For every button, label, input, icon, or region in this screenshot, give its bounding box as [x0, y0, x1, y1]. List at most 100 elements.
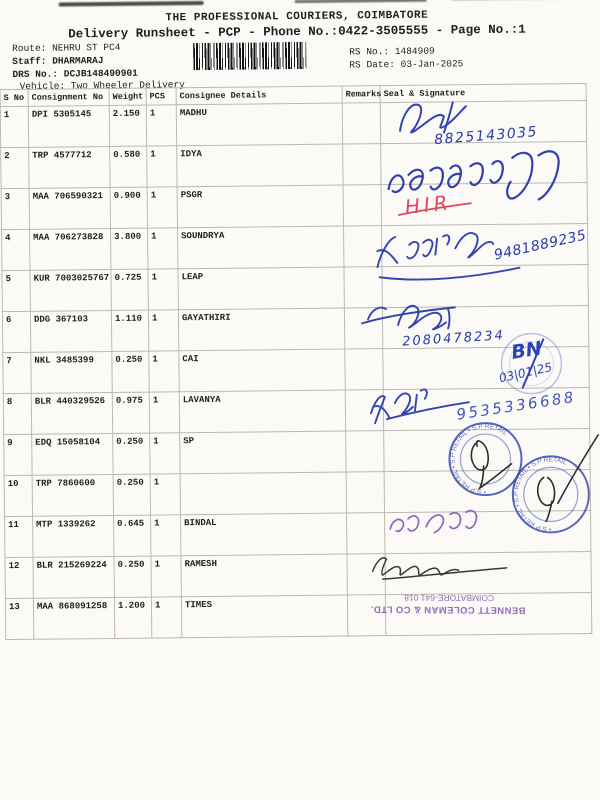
table-row: 13 MAA 868091258 1.200 1 TIMES — [5, 592, 592, 640]
rs-date-field: RS Date: 03-Jan-2025 — [349, 58, 464, 71]
cell-seal-signature — [380, 100, 587, 144]
cell-remarks — [342, 102, 381, 145]
table-row: 9 EDQ 15058104 0.250 1 SP — [3, 428, 591, 476]
table-row: 2 TRP 4577712 0.580 1 IDYA — [0, 141, 588, 189]
header-consignee: Consignee Details — [176, 86, 343, 105]
cell-consignee: IDYA — [176, 144, 344, 187]
scan-artifact — [58, 0, 204, 7]
cell-pcs: 1 — [150, 514, 181, 557]
cell-s-no: 13 — [5, 598, 34, 640]
table-row: 5 KUR 7003025767 0.725 1 LEAP — [1, 264, 589, 312]
header-consignment-no: Consignment No — [28, 88, 110, 107]
header-remarks: Remarks — [342, 85, 381, 104]
cell-pcs: 1 — [147, 268, 179, 311]
table-row: 10 TRP 7860600 0.250 1 — [4, 469, 591, 517]
cell-consignee: GAYATHIRI — [178, 308, 345, 351]
cell-remarks — [346, 512, 385, 555]
cell-weight: 0.250 — [111, 351, 150, 393]
cell-consignee: CAI — [178, 349, 346, 392]
cell-weight: 0.725 — [110, 269, 149, 311]
cell-consignment-no: DDG 367103 — [30, 310, 112, 353]
cell-weight: 3.800 — [110, 228, 148, 270]
cell-weight: 1.110 — [111, 310, 149, 352]
barcode — [193, 41, 307, 71]
cell-remarks — [347, 594, 386, 637]
cell-pcs: 1 — [146, 145, 178, 188]
cell-remarks — [346, 471, 385, 514]
cell-remarks — [345, 389, 384, 432]
cell-weight: 0.250 — [113, 556, 152, 598]
cell-seal-signature — [384, 469, 591, 513]
cell-consignee: LAVANYA — [179, 390, 346, 433]
cell-consignee: TIMES — [181, 595, 348, 638]
cell-weight: 0.645 — [113, 515, 151, 557]
cell-seal-signature — [382, 305, 589, 349]
cell-consignee: PSGR — [177, 185, 344, 228]
cell-consignment-no: BLR 215269224 — [32, 556, 115, 599]
cell-seal-signature — [384, 510, 591, 554]
cell-consignee: SP — [179, 431, 347, 474]
cell-pcs: 1 — [150, 555, 182, 598]
cell-s-no: 5 — [1, 270, 31, 312]
cell-weight: 0.250 — [113, 474, 151, 516]
cell-s-no: 10 — [4, 475, 33, 517]
table-row: 4 MAA 706273828 3.800 1 SOUNDRYA — [1, 223, 588, 271]
cell-s-no: 4 — [1, 229, 30, 271]
table-row: 1 DPI 5305145 2.150 1 MADHU — [0, 100, 587, 148]
cell-consignment-no: MAA 868091258 — [33, 597, 115, 640]
header-seal-signature: Seal & Signature — [380, 83, 587, 103]
cell-s-no: 3 — [1, 188, 30, 230]
cell-remarks — [345, 430, 385, 473]
header-pcs: PCS — [146, 87, 177, 106]
cell-consignment-no: MTP 1339262 — [32, 515, 114, 558]
cell-remarks — [343, 184, 382, 227]
cell-seal-signature — [381, 182, 588, 226]
cell-consignee: RAMESH — [180, 554, 348, 597]
cell-s-no: 12 — [4, 557, 34, 599]
header-weight: Weight — [109, 88, 147, 106]
rs-no-field: RS No.: 1484909 — [349, 45, 435, 58]
cell-pcs: 1 — [149, 391, 180, 434]
runsheet-table: S No Consignment No Weight PCS Consignee… — [0, 82, 593, 641]
table-row: 11 MTP 1339262 0.645 1 BINDAL — [4, 510, 591, 558]
cell-consignment-no: TRP 7860600 — [32, 474, 114, 517]
cell-s-no: 9 — [3, 434, 33, 476]
cell-pcs: 1 — [148, 309, 179, 352]
cell-consignee: SOUNDRYA — [177, 226, 344, 269]
cell-s-no: 1 — [0, 106, 29, 148]
cell-consignee: MADHU — [176, 103, 343, 146]
cell-consignment-no: MAA 706273828 — [29, 228, 111, 271]
cell-remarks — [343, 225, 382, 268]
cell-weight: 0.975 — [112, 392, 150, 434]
cell-weight: 0.250 — [112, 433, 151, 475]
cell-weight: 1.200 — [114, 597, 152, 639]
cell-pcs: 1 — [148, 350, 180, 393]
cell-consignment-no: TRP 4577712 — [28, 146, 111, 189]
cell-remarks — [346, 553, 386, 596]
scan-artifact — [294, 0, 427, 4]
cell-consignee — [180, 472, 347, 515]
cell-s-no: 11 — [4, 516, 33, 558]
cell-weight: 0.580 — [109, 146, 148, 188]
table-row: 8 BLR 440329526 0.975 1 LAVANYA — [3, 387, 590, 435]
cell-seal-signature — [381, 223, 588, 267]
drs-no-field: DRS No.: DCJB148490901 — [12, 67, 138, 80]
cell-pcs: 1 — [150, 473, 181, 516]
cell-consignment-no: NKL 3485399 — [30, 351, 113, 394]
cell-remarks — [344, 348, 384, 391]
cell-consignment-no: MAA 706590321 — [29, 187, 111, 230]
cell-consignment-no: KUR 7003025767 — [29, 269, 112, 312]
cell-s-no: 2 — [0, 147, 30, 189]
cell-seal-signature — [385, 592, 592, 636]
cell-weight: 0.900 — [110, 187, 148, 229]
cell-weight: 2.150 — [109, 105, 147, 147]
table-row: 7 NKL 3485399 0.250 1 CAI — [2, 346, 590, 394]
cell-pcs: 1 — [149, 432, 181, 475]
cell-seal-signature — [382, 346, 590, 390]
table-row: 3 MAA 706590321 0.900 1 PSGR — [1, 182, 588, 230]
cell-s-no: 6 — [2, 311, 31, 353]
table-row: 12 BLR 215269224 0.250 1 RAMESH — [4, 551, 592, 599]
cell-seal-signature — [383, 428, 591, 472]
